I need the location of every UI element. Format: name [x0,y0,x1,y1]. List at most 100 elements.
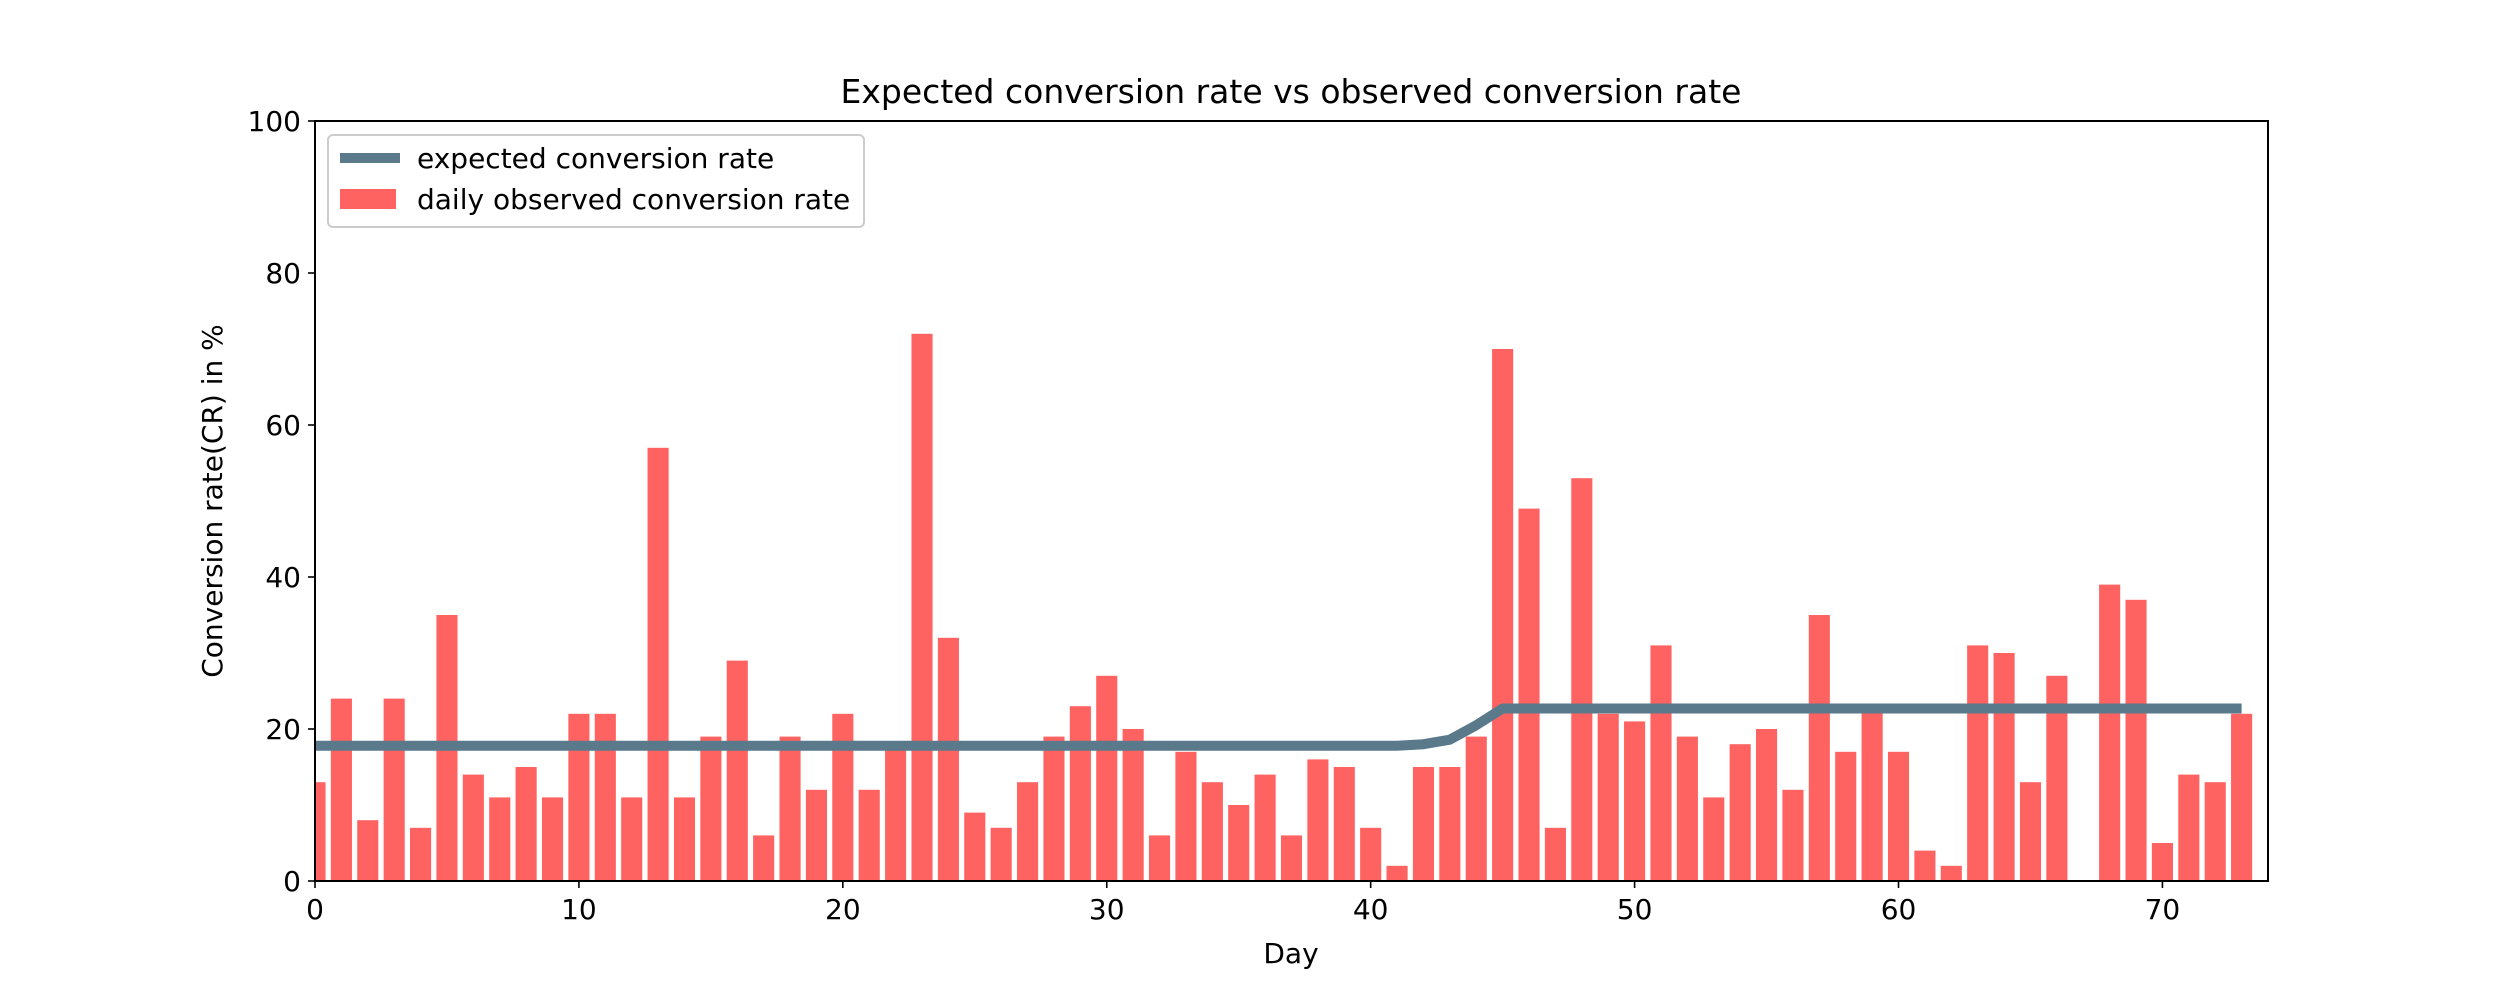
bar-day-40 [1360,827,1382,881]
bar-day-58 [1835,751,1857,881]
bar-day-41 [1386,865,1408,881]
plot-frame [314,120,2269,882]
legend: expected conversion rate daily observed … [327,134,865,228]
bar-day-59 [1861,706,1883,881]
bar-day-13 [647,447,669,881]
bar-day-73 [2231,713,2253,881]
x-tick-label: 20 [825,893,861,926]
bar-day-60 [1887,751,1910,881]
bar-day-49 [1597,713,1619,881]
bar-day-29 [1069,706,1091,881]
y-tick-label: 80 [265,257,301,290]
bar-day-63 [1967,645,1989,881]
x-axis-label: Day [1263,937,1318,970]
legend-box [327,134,865,228]
x-tick-label: 60 [1881,893,1917,926]
bar-day-54 [1729,744,1751,881]
bar-day-32 [1148,835,1171,881]
bar-day-53 [1703,797,1725,881]
x-axis: 0 10 20 30 40 50 60 70 [306,881,2180,926]
x-tick-label: 70 [2145,893,2181,926]
y-tick-label: 20 [265,713,301,746]
bar-day-43 [1439,767,1461,881]
chart-title: Expected conversion rate vs observed con… [841,72,1742,111]
bar-day-21 [858,789,880,881]
bar-day-39 [1333,767,1355,881]
expected-line [315,703,2242,751]
bar-day-8 [515,767,537,881]
bar-day-9 [541,797,564,881]
bar-day-18 [779,736,801,881]
bar-day-11 [594,713,616,881]
bar-day-28 [1043,736,1065,881]
x-tick-label: 30 [1089,893,1125,926]
y-axis-label: Conversion rate(CR) in % [196,324,229,678]
x-tick-label: 0 [306,893,324,926]
bar-day-48 [1571,478,1593,881]
bar-day-23 [911,333,933,881]
bar-day-38 [1307,759,1329,881]
bar-day-10 [568,713,590,881]
bar-day-12 [621,797,643,881]
bar-day-56 [1782,789,1804,881]
bar-day-57 [1808,615,1830,881]
bar-day-19 [805,789,827,881]
bar-day-70 [2151,843,2173,881]
legend-swatch-observed [340,189,396,209]
bar-day-44 [1465,736,1487,881]
bar-day-30 [1096,675,1118,881]
bar-day-4 [410,827,432,881]
x-tick-label: 10 [561,893,597,926]
bar-day-42 [1412,767,1435,881]
bar-day-55 [1756,729,1778,881]
bar-day-15 [700,736,722,881]
bar-day-69 [2125,599,2147,881]
bar-day-50 [1624,721,1646,881]
bar-day-7 [489,797,511,881]
bar-day-71 [2178,774,2200,881]
bar-day-24 [937,637,959,881]
bar-day-3 [383,698,405,881]
bar-day-22 [885,744,907,881]
bar-day-25 [964,812,986,881]
bar-day-27 [1017,782,1039,881]
legend-label-observed: daily observed conversion rate [417,183,850,216]
x-tick-label: 40 [1353,893,1389,926]
bar-day-68 [2099,584,2121,881]
bar-day-65 [2019,782,2042,881]
bar-day-34 [1201,782,1223,881]
bar-day-36 [1254,774,1276,881]
bar-day-46 [1518,508,1540,881]
bar-day-47 [1544,827,1566,881]
bar-day-35 [1228,805,1250,881]
y-axis: 0 20 40 60 80 100 [248,105,315,898]
bar-day-14 [673,797,696,881]
y-tick-label: 100 [248,105,301,138]
x-tick-label: 50 [1617,893,1653,926]
bar-day-2 [357,820,379,881]
bar-day-20 [832,713,854,881]
bar-day-6 [462,774,484,881]
expected-line-series [315,703,2242,751]
y-tick-label: 60 [265,409,301,442]
bar-day-33 [1175,751,1197,881]
bar-day-45 [1492,349,1514,881]
bar-day-72 [2204,782,2226,881]
bar-day-37 [1280,835,1303,881]
y-tick-label: 0 [283,865,301,898]
bar-day-1 [330,698,352,881]
bar-day-0 [315,782,326,881]
bar-day-61 [1914,850,1936,881]
bar-day-31 [1122,729,1144,881]
y-tick-label: 40 [265,561,301,594]
bar-day-26 [990,827,1012,881]
bar-day-66 [2046,675,2068,881]
bar-day-62 [1940,865,1962,881]
bar-day-16 [726,660,748,881]
bar-day-17 [753,835,775,881]
bar-day-52 [1676,736,1698,881]
bar-series [315,333,2253,881]
legend-label-expected: expected conversion rate [417,142,774,175]
bar-day-64 [1993,653,2015,881]
